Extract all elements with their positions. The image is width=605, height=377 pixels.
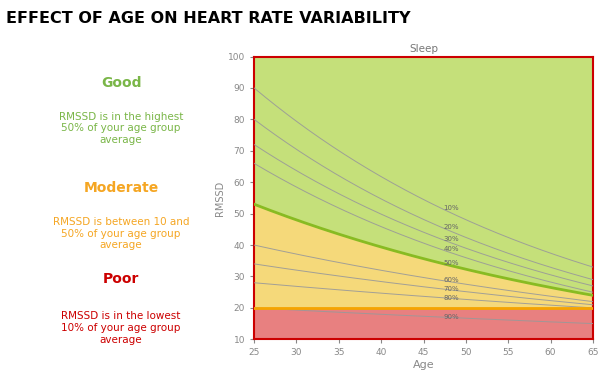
Text: 20%: 20% (443, 224, 459, 230)
Text: RMSSD is between 10 and
50% of your age group
average: RMSSD is between 10 and 50% of your age … (53, 217, 189, 250)
Text: 60%: 60% (443, 277, 459, 284)
Text: RMSSD is in the lowest
10% of your age group
average: RMSSD is in the lowest 10% of your age g… (61, 311, 181, 345)
Text: Moderate: Moderate (83, 181, 159, 196)
X-axis label: Age: Age (413, 360, 434, 370)
Text: 70%: 70% (443, 286, 459, 292)
Text: Poor: Poor (103, 272, 139, 286)
Y-axis label: RMSSD: RMSSD (215, 180, 225, 216)
Text: 10%: 10% (443, 205, 459, 211)
Text: 50%: 50% (443, 260, 459, 266)
Text: 40%: 40% (443, 246, 459, 252)
Text: 80%: 80% (443, 295, 459, 300)
Text: 90%: 90% (443, 314, 459, 320)
Text: EFFECT OF AGE ON HEART RATE VARIABILITY: EFFECT OF AGE ON HEART RATE VARIABILITY (6, 11, 411, 26)
Title: Sleep: Sleep (409, 44, 438, 54)
Text: 30%: 30% (443, 236, 459, 242)
Text: RMSSD is in the highest
50% of your age group
average: RMSSD is in the highest 50% of your age … (59, 112, 183, 145)
Text: Good: Good (101, 76, 141, 90)
